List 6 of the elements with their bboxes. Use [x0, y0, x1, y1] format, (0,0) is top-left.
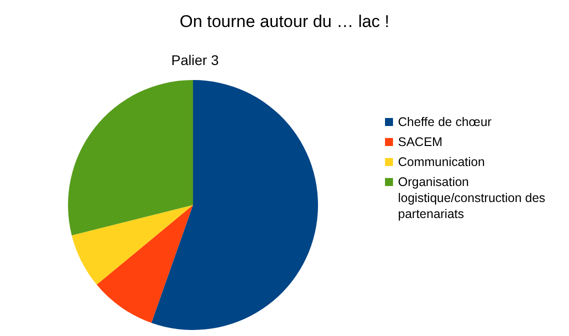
legend-label: Organisation logistique/construction des partenariats: [398, 174, 546, 222]
legend-label: Cheffe de chœur: [398, 114, 492, 130]
chart-title: On tourne autour du … lac !: [178, 12, 390, 32]
legend-label: Communication: [398, 154, 485, 170]
legend-label: SACEM: [398, 134, 442, 150]
chart-subtitle: Palier 3: [170, 52, 220, 68]
